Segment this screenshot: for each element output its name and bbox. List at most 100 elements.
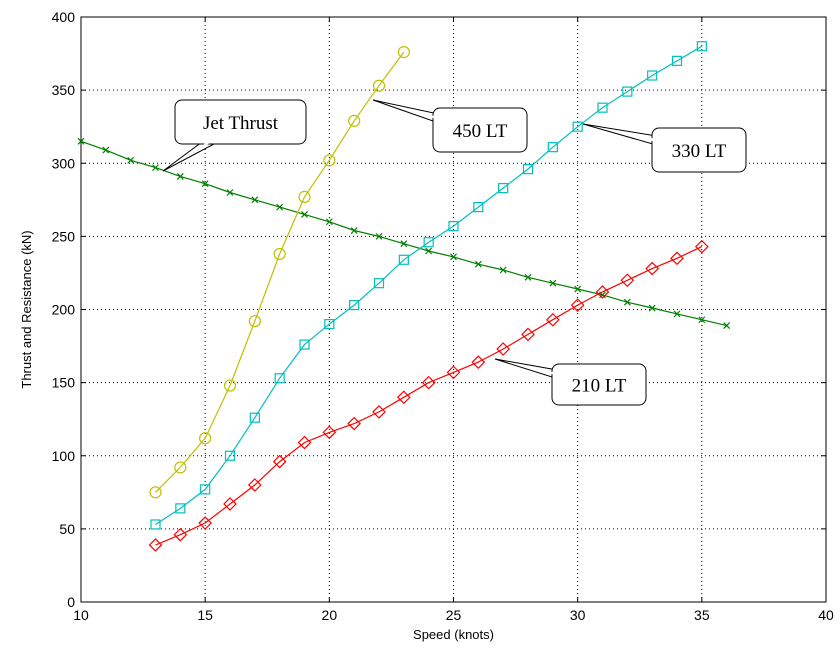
data-point — [150, 519, 161, 530]
data-point — [572, 121, 583, 132]
data-point — [247, 478, 262, 492]
data-point — [248, 315, 261, 328]
data-point — [325, 218, 333, 226]
data-point — [324, 319, 335, 330]
data-point — [223, 497, 237, 511]
y-tick-label: 100 — [52, 448, 76, 464]
data-point — [450, 253, 457, 261]
data-point — [545, 312, 560, 327]
y-axis-title: Thrust and Resistance (kN) — [19, 230, 34, 388]
data-point — [348, 114, 361, 127]
data-point — [77, 137, 85, 145]
data-point — [174, 461, 187, 474]
series-330-lt — [150, 41, 707, 530]
data-point — [152, 164, 159, 172]
data-point — [102, 146, 110, 154]
data-point — [570, 298, 585, 312]
callouts: Jet Thrust 450 LT 330 LT 210 LT — [162, 99, 747, 406]
data-point — [373, 278, 385, 289]
data-point — [421, 375, 436, 390]
data-point — [299, 339, 310, 350]
data-point — [671, 55, 683, 66]
data-point — [272, 454, 287, 469]
data-point — [595, 285, 610, 299]
data-point — [496, 342, 511, 356]
callout-label: 450 LT — [453, 121, 508, 142]
y-tick-label: 0 — [67, 594, 75, 610]
data-point — [199, 432, 212, 445]
data-point — [301, 211, 308, 218]
y-tick-label: 250 — [52, 228, 76, 244]
series-450-lt — [149, 45, 410, 499]
data-point — [224, 450, 236, 461]
data-point — [620, 273, 635, 288]
data-point — [201, 180, 209, 188]
callout-pointer-fill — [541, 370, 601, 390]
callout-450-lt: 450 LT — [372, 99, 528, 153]
callout-label: Jet Thrust — [203, 113, 279, 134]
data-point — [673, 310, 681, 318]
x-tick-label: 20 — [322, 607, 338, 623]
x-tick-label: 15 — [197, 607, 213, 623]
data-point — [398, 254, 409, 265]
callout-label: 330 LT — [672, 141, 727, 162]
data-point — [372, 405, 386, 419]
series-line-330-lt — [155, 45, 703, 526]
data-point — [396, 390, 411, 405]
x-tick-label: 30 — [570, 607, 586, 623]
data-point — [372, 79, 386, 92]
data-point — [350, 227, 358, 234]
callout-pointer-fill — [421, 113, 482, 136]
data-point — [226, 189, 234, 196]
callout-label: 210 LT — [572, 376, 627, 397]
data-point — [647, 70, 658, 81]
y-tick-label: 200 — [52, 302, 76, 318]
data-point — [471, 355, 486, 369]
data-point — [474, 260, 482, 268]
data-point — [522, 164, 534, 175]
callout-pointer-fill — [197, 117, 244, 149]
data-point — [297, 435, 312, 450]
series-line-450-lt — [155, 51, 405, 493]
x-tick-label: 35 — [694, 607, 710, 623]
data-point — [274, 373, 285, 384]
data-point — [423, 237, 434, 248]
y-tick-label: 350 — [52, 82, 76, 98]
series-group — [77, 41, 731, 552]
callout-330-lt: 330 LT — [582, 123, 747, 173]
y-tick-label: 300 — [52, 155, 76, 171]
x-axis-title: Speed (knots) — [413, 627, 494, 642]
data-point — [176, 172, 184, 180]
callout-jet-thrust: Jet Thrust — [162, 99, 307, 172]
data-point — [375, 232, 383, 240]
data-point — [446, 365, 461, 380]
x-tick-label: 25 — [446, 607, 462, 623]
data-point — [322, 425, 337, 440]
callout-210-lt: 210 LT — [494, 358, 647, 406]
data-point — [148, 538, 163, 552]
data-point — [149, 486, 162, 499]
data-point — [127, 156, 135, 164]
x-tick-label: 10 — [73, 607, 89, 623]
data-point — [670, 251, 684, 266]
data-point — [723, 322, 731, 330]
series-jet-thrust — [77, 137, 731, 330]
data-point — [698, 316, 706, 324]
callout-pointer-fill — [635, 135, 701, 156]
data-point — [473, 202, 484, 213]
y-tick-label: 400 — [52, 9, 76, 25]
data-point — [696, 41, 707, 52]
data-point — [448, 221, 459, 232]
x-tick-label: 40 — [818, 607, 834, 623]
data-point — [223, 379, 237, 392]
data-point — [251, 196, 259, 204]
data-point — [521, 327, 535, 342]
data-point — [249, 412, 260, 423]
data-point — [622, 86, 633, 97]
data-point — [645, 261, 660, 276]
data-point — [273, 247, 286, 261]
data-point — [349, 300, 360, 311]
data-point — [298, 190, 311, 203]
data-point — [499, 266, 507, 274]
